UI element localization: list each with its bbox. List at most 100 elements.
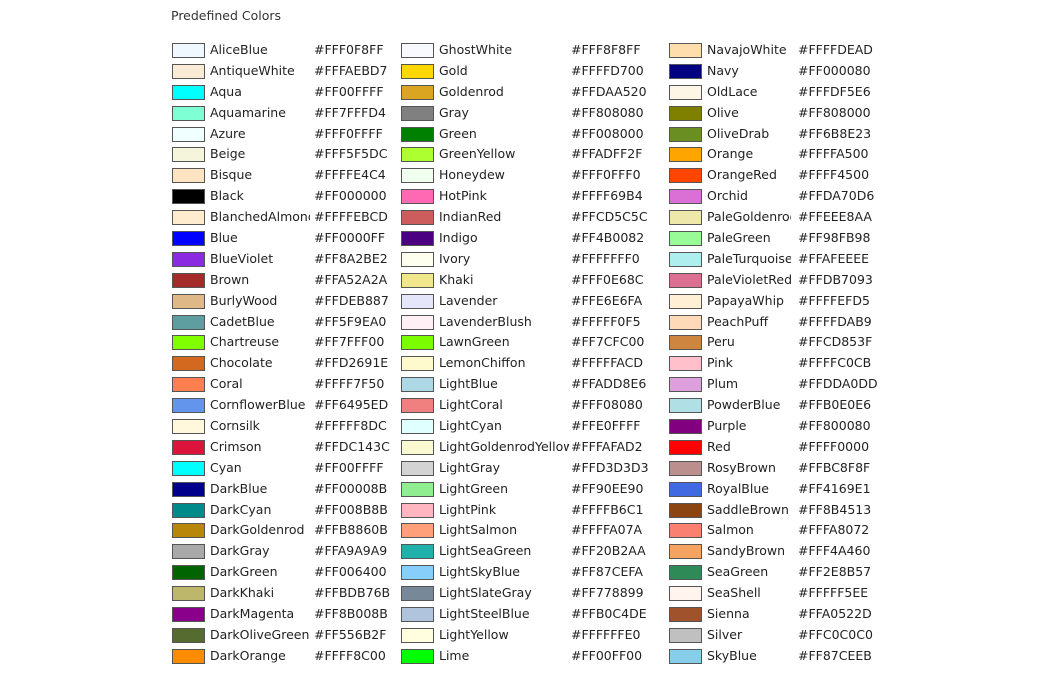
color-swatch — [172, 84, 205, 100]
color-swatch — [172, 607, 205, 623]
color-hex-value: #FFFFD700 — [571, 62, 644, 78]
color-name: Black — [210, 188, 244, 204]
color-hex-value: #FFFF7F50 — [314, 376, 385, 392]
color-hex-value: #FFA0522D — [798, 606, 872, 622]
color-swatch — [172, 648, 205, 664]
color-name: Pink — [707, 355, 733, 371]
color-name: CadetBlue — [210, 313, 275, 329]
color-hex-value: #FFAFEEEE — [798, 250, 870, 266]
color-name: Brown — [210, 271, 250, 287]
color-name: OliveDrab — [707, 125, 770, 141]
color-swatch — [172, 105, 205, 121]
color-name: Red — [707, 438, 731, 454]
color-swatch — [401, 607, 434, 623]
color-hex-value: #FFF0FFFF — [314, 125, 383, 141]
color-swatch — [172, 168, 205, 184]
color-name: Aquamarine — [210, 104, 286, 120]
color-name: DarkOliveGreen — [210, 626, 310, 642]
color-hex-value: #FFFFF0F5 — [571, 313, 641, 329]
color-swatch — [401, 565, 434, 581]
color-swatch — [401, 439, 434, 455]
color-name: Lavender — [439, 292, 498, 308]
color-swatch — [401, 523, 434, 539]
color-swatch — [669, 105, 702, 121]
color-hex-value: #FFFFEBCD — [314, 209, 388, 225]
color-hex-value: #FFADFF2F — [571, 146, 643, 162]
color-hex-value: #FFFF69B4 — [571, 188, 643, 204]
color-swatch — [669, 43, 702, 58]
color-swatch — [669, 607, 702, 623]
color-swatch — [172, 627, 205, 643]
color-swatch — [172, 419, 205, 435]
color-swatch — [669, 314, 702, 330]
color-name: LightSeaGreen — [439, 543, 532, 559]
color-name: BlueViolet — [210, 250, 274, 266]
color-swatch — [172, 544, 205, 560]
color-hex-value: #FFFA8072 — [798, 522, 870, 538]
color-hex-value: #FFF0F8FF — [314, 42, 384, 57]
color-hex-value: #FF87CEFA — [571, 564, 643, 580]
color-hex-value: #FFDA70D6 — [798, 188, 875, 204]
color-hex-value: #FFDDA0DD — [798, 376, 878, 392]
color-swatch — [669, 189, 702, 205]
color-hex-value: #FF7FFF00 — [314, 334, 385, 350]
color-hex-value: #FFFFFFE0 — [571, 626, 641, 642]
page-title: Predefined Colors — [171, 8, 282, 23]
color-swatch — [172, 210, 205, 226]
color-hex-value: #FF00FFFF — [314, 83, 384, 99]
color-hex-value: #FFF5F5DC — [314, 146, 388, 162]
color-hex-value: #FFFDF5E6 — [798, 83, 871, 99]
color-name: LightSalmon — [439, 522, 518, 538]
color-name: Khaki — [439, 271, 474, 287]
color-swatch — [669, 481, 702, 497]
color-name: Chocolate — [210, 355, 273, 371]
color-swatch — [172, 377, 205, 393]
color-name: Plum — [707, 376, 739, 392]
color-hex-value: #FF4169E1 — [798, 480, 871, 496]
color-hex-value: #FFFFA500 — [798, 146, 869, 162]
color-swatch — [401, 105, 434, 121]
color-swatch — [172, 335, 205, 351]
color-hex-value: #FFFFEFD5 — [798, 292, 870, 308]
color-hex-value: #FF87CEEB — [798, 647, 872, 663]
color-hex-value: #FFDC143C — [314, 438, 390, 454]
color-swatch — [401, 586, 434, 602]
color-hex-value: #FF000000 — [314, 188, 387, 204]
color-name: DarkGreen — [210, 564, 278, 580]
color-swatch — [401, 168, 434, 184]
color-hex-value: #FF00008B — [314, 480, 388, 496]
color-name: Purple — [707, 418, 747, 434]
color-hex-value: #FF00FF00 — [571, 647, 643, 663]
color-swatch — [401, 460, 434, 476]
color-hex-value: #FF000080 — [798, 62, 871, 78]
color-hex-value: #FFFFDEAD — [798, 42, 873, 57]
color-name: Chartreuse — [210, 334, 280, 350]
color-swatch — [669, 168, 702, 184]
color-swatch — [401, 231, 434, 247]
color-swatch — [172, 314, 205, 330]
color-hex-value: #FFE6E6FA — [571, 292, 643, 308]
color-swatch — [172, 523, 205, 539]
color-name: LightGoldenrodYellow — [439, 438, 569, 454]
color-name: SaddleBrown — [707, 501, 789, 517]
color-name: LemonChiffon — [439, 355, 526, 371]
color-swatch — [401, 84, 434, 100]
color-hex-value: #FF6B8E23 — [798, 125, 872, 141]
color-swatch — [172, 565, 205, 581]
color-name: PeachPuff — [707, 313, 769, 329]
color-name: Lime — [439, 647, 470, 663]
color-hex-value: #FF20B2AA — [571, 543, 646, 559]
color-swatch — [401, 43, 434, 58]
color-name: Orange — [707, 146, 754, 162]
color-hex-value: #FFE0FFFF — [571, 418, 641, 434]
color-name: PaleGoldenrod — [707, 209, 791, 225]
color-name: LavenderBlush — [439, 313, 532, 329]
color-swatch — [669, 231, 702, 247]
color-swatch — [401, 356, 434, 372]
color-swatch — [172, 272, 205, 288]
color-hex-value: #FFEEE8AA — [798, 209, 872, 225]
color-name: DarkKhaki — [210, 585, 275, 601]
color-swatch — [172, 63, 205, 79]
color-swatch — [172, 293, 205, 309]
color-name: Cornsilk — [210, 418, 260, 434]
